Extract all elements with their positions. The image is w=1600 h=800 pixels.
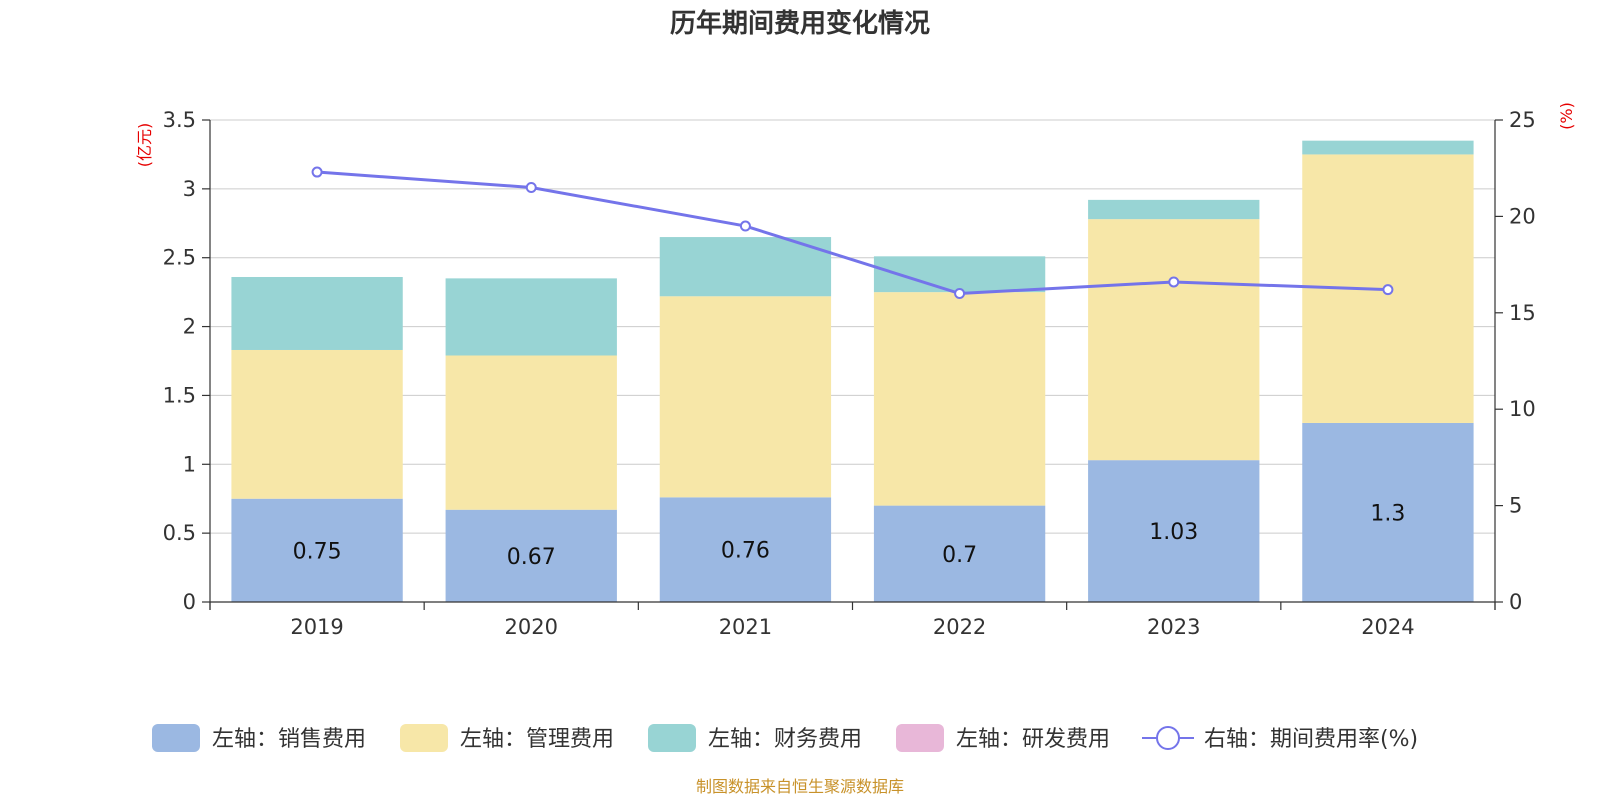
bar-value-label: 1.03 — [1149, 520, 1198, 545]
bar-series — [231, 140, 1474, 602]
expense-rate-point — [525, 181, 537, 193]
expense-rate-point — [739, 220, 751, 232]
gridlines — [210, 119, 1495, 534]
legend-swatch — [400, 724, 448, 752]
left-axis-unit: (亿元) — [135, 123, 154, 168]
right-axis-unit: (%) — [1557, 102, 1576, 130]
expense-rate-point — [1382, 284, 1394, 296]
legend-label: 左轴：销售费用 — [212, 727, 366, 752]
expense-rate-point — [954, 288, 966, 300]
expense-rate-line — [316, 170, 1388, 296]
x-axis-tick-label: 2020 — [505, 615, 558, 639]
data-labels: 0.75 0.67 0.76 0.7 1.03 1.3 — [293, 501, 1406, 569]
x-axis-tick-label: 2021 — [719, 615, 772, 639]
source-note: 制图数据来自恒生聚源数据库 — [696, 777, 904, 796]
expense-rate-point — [311, 166, 323, 178]
bar-segment — [1088, 199, 1260, 220]
legend: 左轴：销售费用 左轴：管理费用 左轴：财务费用 左轴：研发费用 右轴：期间费用率(%) — [152, 724, 1418, 752]
bar-segment — [445, 509, 617, 602]
bar-segment — [659, 497, 832, 602]
expense-rate-point — [1168, 276, 1180, 288]
right-axis-tick-label: 15 — [1509, 301, 1536, 325]
right-axis-tick-label: 5 — [1509, 494, 1522, 518]
bar-segment — [1302, 140, 1474, 155]
right-axis-tick-label: 10 — [1509, 397, 1536, 421]
bar-segment — [659, 237, 832, 297]
right-axis-tick-label: 20 — [1509, 204, 1536, 228]
bar-segment — [231, 498, 403, 602]
x-axis-tick-label: 2019 — [290, 615, 343, 639]
legend-swatch — [896, 724, 944, 752]
legend-label: 左轴：研发费用 — [956, 727, 1110, 752]
legend-label: 右轴：期间费用率(%) — [1204, 727, 1418, 752]
left-axis-tick-label: 1 — [183, 452, 196, 476]
left-axis-tick-label: 0.5 — [163, 521, 196, 545]
left-axis-tick-label: 0 — [183, 590, 196, 614]
bar-segment — [1088, 219, 1260, 461]
left-axis-tick-label: 3.5 — [163, 108, 196, 132]
bar-segment — [445, 278, 617, 356]
legend-label: 左轴：管理费用 — [460, 727, 614, 752]
bar-value-label: 0.7 — [942, 543, 977, 568]
bar-segment — [873, 505, 1046, 602]
left-axis-tick-label: 1.5 — [163, 383, 196, 407]
axes: 0 0.5 1 1.5 2 2.5 3 3.5 0 5 10 15 20 25 2019 2020 2021 20… — [163, 108, 1536, 639]
bar-segment — [1302, 422, 1474, 602]
chart-title: 历年期间费用变化情况 — [670, 8, 930, 39]
bar-segment — [1088, 460, 1260, 602]
bar-value-label: 0.76 — [721, 539, 770, 564]
bar-value-label: 1.3 — [1370, 501, 1405, 526]
bar-segment — [231, 276, 403, 350]
x-axis-tick-label: 2023 — [1147, 615, 1200, 639]
x-axis-tick-label: 2022 — [933, 615, 986, 639]
bar-value-label: 0.75 — [293, 539, 342, 564]
line-series — [311, 166, 1394, 300]
legend-swatch — [152, 724, 200, 752]
bar-segment — [445, 355, 617, 510]
legend-marker — [1156, 726, 1180, 750]
legend-swatch — [648, 724, 696, 752]
left-axis-tick-label: 2.5 — [163, 246, 196, 270]
left-axis-tick-label: 3 — [183, 177, 196, 201]
bar-segment — [231, 349, 403, 499]
right-axis-tick-label: 25 — [1509, 108, 1536, 132]
bar-value-label: 0.67 — [507, 545, 556, 570]
left-axis-tick-label: 2 — [183, 315, 196, 339]
bar-segment — [873, 292, 1046, 506]
right-axis-tick-label: 0 — [1509, 590, 1522, 614]
legend-label: 左轴：财务费用 — [708, 727, 862, 752]
x-axis-tick-label: 2024 — [1361, 615, 1414, 639]
bar-segment — [659, 296, 832, 498]
